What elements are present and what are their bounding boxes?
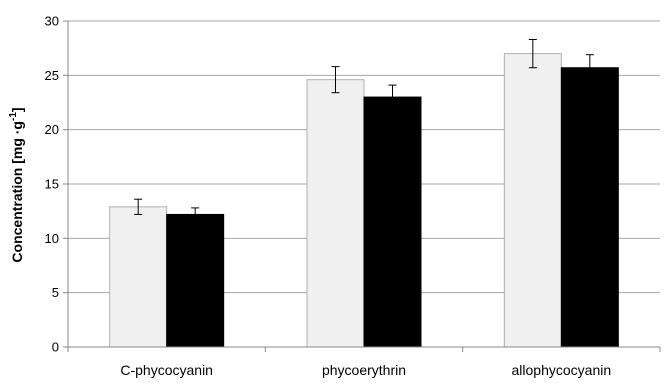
y-tick-label: 5 [52,285,59,300]
x-tick-label: allophycocyanin [512,362,612,378]
bar [503,53,562,348]
y-axis-title-close: ] [9,107,25,112]
y-tick-label: 20 [45,122,59,137]
y-tick-label: 25 [45,68,59,83]
x-tick-label: C-phycocyanin [120,362,213,378]
x-tick-label: phycoerythrin [322,362,406,378]
error-bars [134,38,594,222]
bar [363,96,422,348]
bar [306,79,365,348]
y-tick-label: 15 [45,177,59,192]
y-tick-label: 30 [45,14,59,29]
y-tick-label: 10 [45,231,59,246]
bar [166,213,225,348]
bars [109,53,619,348]
y-axis-title-main: Concentration [mg ·g [9,121,25,263]
y-axis-title-sup: -1 [8,112,19,121]
x-tick-labels: C-phycocyanin phycoerythrin allophycocyani… [120,362,611,378]
y-axis-title: Concentration [mg ·g-1] [8,107,25,262]
y-tick-labels: 0 5 10 15 20 25 30 [45,14,59,355]
axes [63,20,661,352]
bar [560,67,619,348]
bar [109,206,168,348]
y-tick-label: 0 [52,340,59,355]
